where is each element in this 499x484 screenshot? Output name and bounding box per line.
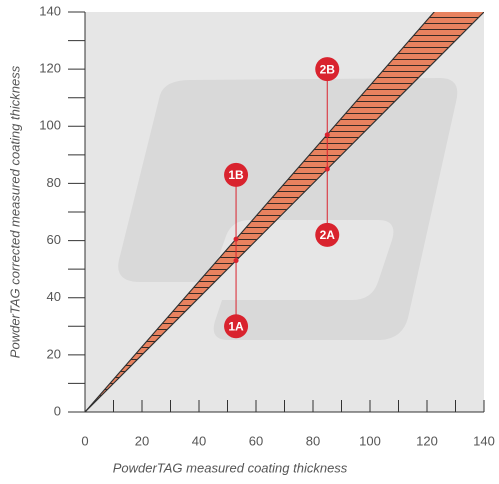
x-tick-label: 140	[473, 433, 495, 448]
y-tick-label: 40	[47, 289, 61, 304]
y-tick-label: 100	[39, 118, 61, 133]
y-tick-label: 0	[54, 403, 61, 418]
x-tick-label: 120	[416, 433, 438, 448]
y-tick-label: 140	[39, 3, 61, 18]
y-tick-label: 80	[47, 175, 61, 190]
y-tick-label: 60	[47, 232, 61, 247]
point	[325, 167, 330, 172]
x-tick-label: 20	[135, 433, 149, 448]
chart: PowderTAG measured coating thickness Pow…	[0, 0, 499, 484]
x-tick-label: 0	[81, 433, 88, 448]
y-tick-label: 120	[39, 61, 61, 76]
point	[234, 258, 239, 263]
point	[325, 132, 330, 137]
x-tick-label: 60	[249, 433, 263, 448]
x-tick-label: 80	[306, 433, 320, 448]
point	[234, 237, 239, 242]
y-axis-title: PowderTAG corrected measured coating thi…	[7, 65, 22, 358]
y-tick-label: 20	[47, 346, 61, 361]
annotation-label: 2B	[320, 62, 336, 76]
annotation-label: 2A	[320, 228, 336, 242]
x-tick-label: 100	[359, 433, 381, 448]
annotation-label: 1B	[228, 168, 244, 182]
x-tick-label: 40	[192, 433, 206, 448]
annotation-label: 1A	[228, 319, 244, 333]
x-axis-title: PowderTAG measured coating thickness	[113, 460, 348, 475]
